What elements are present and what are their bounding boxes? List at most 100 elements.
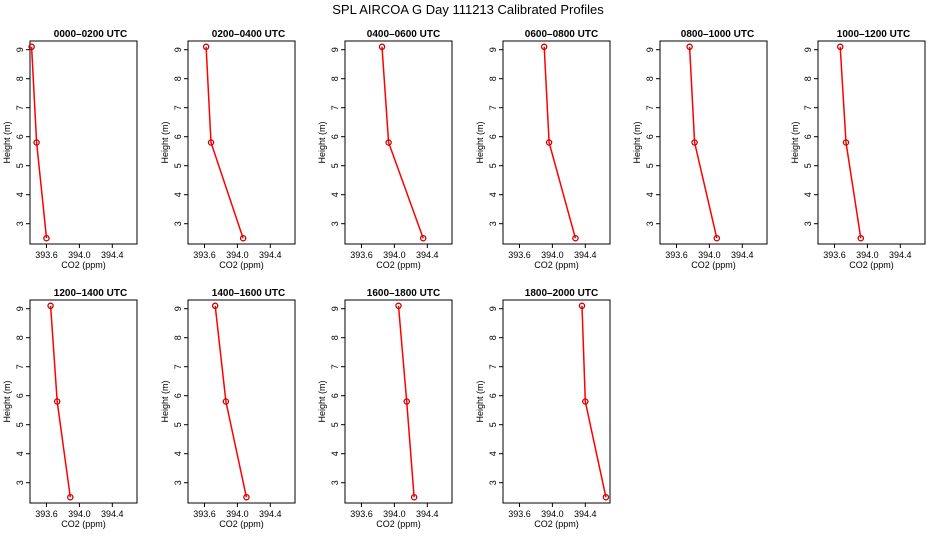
x-tick-label: 394.4 (259, 250, 282, 260)
y-tick-label: 7 (330, 105, 340, 110)
x-tick-label: 394.4 (416, 250, 439, 260)
plot-frame (29, 299, 138, 504)
x-tick-label: 394.4 (101, 250, 124, 260)
y-tick-label: 3 (645, 221, 655, 226)
data-point (53, 398, 61, 405)
data-point (202, 43, 210, 51)
x-tick-label: 394.4 (574, 250, 597, 260)
x-tick-label: 394.4 (889, 250, 912, 260)
x-axis-label: CO2 (ppm) (849, 260, 894, 270)
data-point (578, 302, 586, 310)
data-point (545, 139, 553, 146)
panel-title: 0800–1000 UTC (681, 29, 754, 40)
plot-frame (502, 299, 611, 504)
y-tick-label: 4 (173, 192, 183, 197)
y-tick-label: 7 (330, 364, 340, 369)
y-tick-label: 4 (15, 451, 25, 456)
panel-title: 1600–1800 UTC (367, 288, 440, 299)
y-tick-label: 7 (803, 105, 813, 110)
data-point (572, 234, 579, 242)
data-point (403, 398, 410, 405)
profile-line (49, 305, 72, 498)
x-axis-label: CO2 (ppm) (219, 260, 264, 270)
y-axis-label: Height (m) (317, 121, 327, 163)
y-axis-label: Height (m) (2, 121, 12, 163)
y-tick-label: 9 (645, 47, 655, 52)
y-tick-label: 4 (330, 192, 340, 197)
figure-title: SPL AIRCOA G Day 111213 Calibrated Profi… (332, 2, 604, 17)
data-point (239, 234, 247, 242)
x-tick-label: 394.0 (383, 250, 406, 260)
y-tick-label: 3 (488, 480, 498, 485)
x-axis-label: CO2 (ppm) (219, 519, 264, 529)
x-axis-label: CO2 (ppm) (691, 260, 736, 270)
plot-frame (344, 299, 453, 504)
y-axis-label: Height (m) (2, 380, 12, 422)
x-axis-label: CO2 (ppm) (534, 260, 579, 270)
data-point (419, 234, 427, 242)
data-point (842, 139, 850, 146)
data-point (67, 493, 74, 501)
data-point (582, 398, 589, 405)
x-tick-label: 393.6 (823, 250, 846, 260)
y-tick-label: 7 (173, 364, 183, 369)
x-tick-label: 394.4 (101, 509, 124, 519)
x-tick-label: 393.6 (508, 509, 531, 519)
y-axis-label: Height (m) (317, 380, 327, 422)
y-tick-label: 8 (803, 76, 813, 81)
y-tick-label: 5 (15, 163, 25, 168)
y-axis-label: Height (m) (475, 121, 485, 163)
y-axis-label: Height (m) (475, 380, 485, 422)
data-point (207, 139, 215, 146)
data-point (540, 43, 548, 51)
data-point (857, 234, 865, 242)
y-tick-label: 3 (488, 221, 498, 226)
panel-title: 0000–0200 UTC (54, 29, 127, 40)
x-tick-label: 393.6 (508, 250, 531, 260)
panel-title: 1400–1600 UTC (212, 288, 285, 299)
y-tick-label: 8 (173, 335, 183, 340)
y-tick-label: 8 (645, 76, 655, 81)
plot-frame (817, 40, 926, 245)
x-tick-label: 394.0 (68, 509, 91, 519)
y-tick-label: 7 (645, 105, 655, 110)
y-tick-label: 8 (15, 335, 25, 340)
x-tick-label: 394.0 (226, 509, 249, 519)
y-tick-label: 7 (15, 364, 25, 369)
x-tick-label: 393.6 (350, 250, 373, 260)
x-axis-label: CO2 (ppm) (376, 260, 421, 270)
data-point (378, 43, 386, 51)
y-tick-label: 8 (330, 76, 340, 81)
data-point (713, 234, 721, 242)
x-axis-label: CO2 (ppm) (61, 260, 106, 270)
data-point (211, 302, 219, 310)
y-tick-label: 3 (15, 221, 25, 226)
y-tick-label: 7 (488, 105, 498, 110)
data-point (686, 43, 693, 51)
x-tick-label: 394.4 (416, 509, 439, 519)
y-tick-label: 6 (803, 134, 813, 139)
plot-frame (187, 40, 296, 245)
y-tick-label: 5 (645, 163, 655, 168)
x-tick-label: 394.0 (226, 250, 249, 260)
x-axis-label: CO2 (ppm) (376, 519, 421, 529)
profile-line (205, 46, 244, 239)
y-tick-label: 6 (488, 393, 498, 398)
y-tick-label: 4 (488, 451, 498, 456)
x-tick-label: 393.6 (35, 250, 58, 260)
y-axis-label: Height (m) (160, 121, 170, 163)
y-tick-label: 6 (15, 393, 25, 398)
y-axis-label: Height (m) (160, 380, 170, 422)
y-tick-label: 4 (173, 451, 183, 456)
y-tick-label: 8 (488, 76, 498, 81)
y-tick-label: 9 (173, 47, 183, 52)
y-tick-label: 9 (330, 306, 340, 311)
